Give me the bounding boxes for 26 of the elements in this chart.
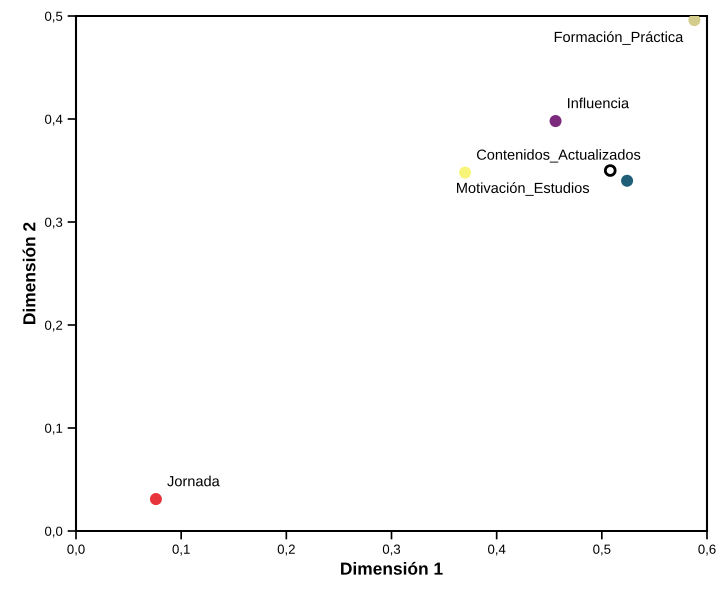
x-tick-label: 0,5 — [593, 544, 610, 556]
x-tick-label: 0,4 — [488, 544, 506, 556]
y-axis-title: Dimensión 2 — [22, 222, 36, 324]
point — [150, 493, 162, 506]
x-axis-title: Dimensión 1 — [341, 562, 443, 575]
y-tick-label: 0,0 — [44, 526, 62, 538]
x-tick-label: 0,2 — [278, 544, 295, 556]
point — [459, 166, 472, 179]
y-tick-label: 0,2 — [44, 320, 62, 332]
x-tick-label: 0,1 — [172, 544, 190, 556]
annotation: Formación_Práctica — [554, 31, 684, 45]
x-tick-label: 0,6 — [698, 544, 716, 556]
point — [688, 16, 700, 26]
annotation: Motivación_Estudios — [457, 182, 590, 196]
point — [550, 115, 562, 128]
annotation: Influencia — [568, 98, 630, 108]
point — [621, 174, 634, 187]
annotation: Contenidos_Actualizados — [476, 149, 640, 163]
y-tick-label: 0,3 — [44, 218, 62, 228]
point — [604, 164, 617, 177]
y-tick-label: 0,1 — [44, 424, 62, 434]
x-tick-label: 0,0 — [67, 544, 85, 556]
y-tick-label: 0,5 — [44, 12, 62, 22]
y-tick-label: 0,4 — [44, 114, 62, 126]
annotation: Jornada — [167, 476, 220, 486]
x-tick-label: 0,3 — [382, 544, 400, 556]
